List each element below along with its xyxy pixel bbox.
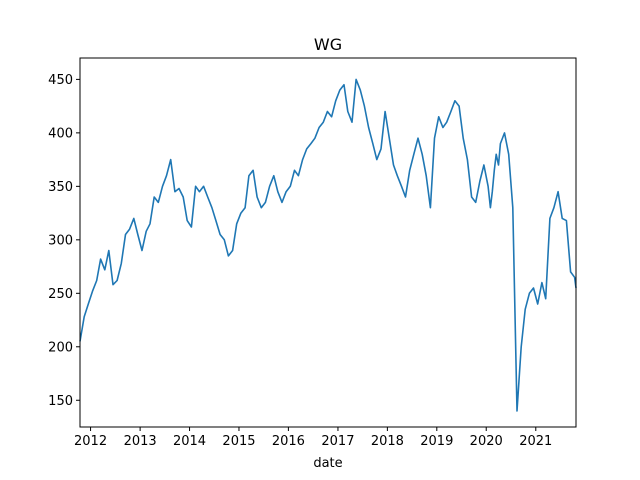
x-tick-label: 2018 xyxy=(371,434,404,449)
plot-area xyxy=(79,78,577,412)
x-tick-label: 2017 xyxy=(321,434,354,449)
x-tick-label: 2014 xyxy=(173,434,206,449)
x-tick-label: 2019 xyxy=(420,434,453,449)
y-tick-label: 250 xyxy=(48,287,73,302)
y-tick-label: 450 xyxy=(48,73,73,88)
x-tick-label: 2016 xyxy=(272,434,305,449)
chart-title: WG xyxy=(314,35,342,54)
y-tick-label: 150 xyxy=(48,394,73,409)
x-tick-label: 2012 xyxy=(74,434,107,449)
x-tick-label: 2021 xyxy=(519,434,552,449)
x-tick-label: 2020 xyxy=(470,434,503,449)
y-tick-label: 400 xyxy=(48,126,73,141)
y-tick-label: 300 xyxy=(48,233,73,248)
y-tick-label: 200 xyxy=(48,340,73,355)
x-axis-label: date xyxy=(313,456,342,471)
series-line xyxy=(79,78,577,412)
y-axis: 150 200 250 300 350 400 450 xyxy=(48,73,80,409)
axes-frame xyxy=(79,57,577,428)
x-tick-label: 2013 xyxy=(124,434,157,449)
y-tick-label: 350 xyxy=(48,180,73,195)
x-tick-label: 2015 xyxy=(222,434,255,449)
x-axis: 2012 2013 2014 2015 2016 2017 2018 2019 2020 2021 xyxy=(74,427,552,449)
